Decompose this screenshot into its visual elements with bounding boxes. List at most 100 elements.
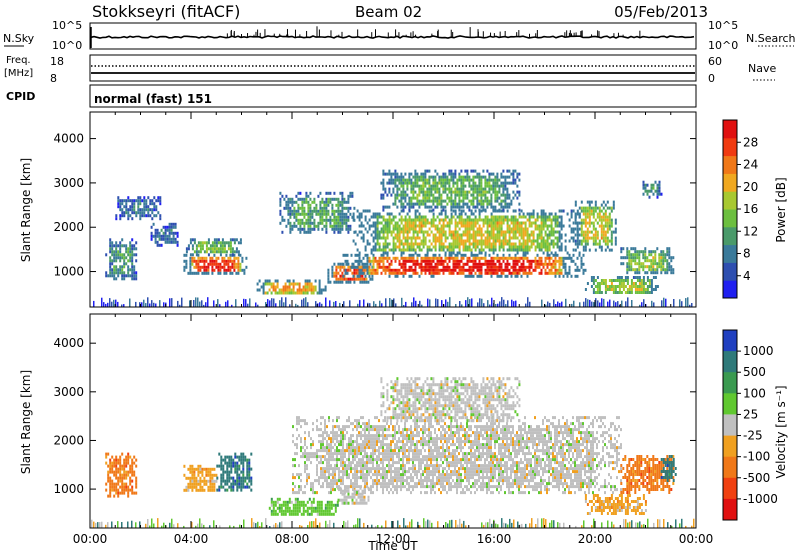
data-cell xyxy=(522,233,525,237)
data-cell xyxy=(450,205,453,209)
data-cell xyxy=(510,245,513,249)
data-cell xyxy=(392,181,395,185)
data-cell xyxy=(448,224,451,228)
data-cell xyxy=(564,262,567,266)
data-cell xyxy=(544,230,547,234)
data-cell xyxy=(406,236,409,240)
data-cell xyxy=(426,181,429,185)
data-cell xyxy=(290,509,293,513)
data-cell xyxy=(440,242,443,246)
data-cell xyxy=(307,230,310,234)
data-cell xyxy=(203,262,206,266)
data-cell xyxy=(494,181,497,185)
clutter-cell xyxy=(571,303,573,307)
data-cell xyxy=(176,234,179,238)
data-cell xyxy=(320,461,322,465)
data-cell xyxy=(624,276,627,279)
clutter-cell xyxy=(273,298,275,307)
colorbar-swatch xyxy=(723,262,737,281)
data-cell xyxy=(402,259,405,263)
data-cell xyxy=(434,242,437,246)
data-cell xyxy=(542,218,545,222)
data-cell xyxy=(660,192,663,196)
data-cell xyxy=(193,238,196,242)
data-cell xyxy=(147,205,150,209)
data-cell xyxy=(430,190,433,194)
data-cell xyxy=(446,193,449,197)
data-cell xyxy=(322,476,324,480)
data-cell xyxy=(616,276,619,279)
data-cell xyxy=(504,178,507,182)
data-cell xyxy=(133,202,136,206)
data-cell xyxy=(604,279,607,282)
data-cell xyxy=(524,215,527,219)
data-cell xyxy=(500,193,503,197)
data-cell xyxy=(327,274,330,278)
data-cell xyxy=(470,218,473,222)
data-cell xyxy=(320,288,323,292)
y-tick-label: 2000 xyxy=(53,220,84,234)
data-cell xyxy=(474,184,477,188)
data-cell xyxy=(642,288,645,291)
data-cell xyxy=(512,178,515,182)
data-cell xyxy=(444,215,447,219)
data-cell xyxy=(113,458,116,462)
data-cell xyxy=(327,271,330,275)
data-cell xyxy=(434,253,437,257)
data-cell xyxy=(460,190,463,194)
data-cell xyxy=(518,256,521,260)
clutter-cell xyxy=(201,300,203,307)
data-cell xyxy=(592,279,595,282)
data-cell xyxy=(644,282,647,285)
clutter-cell xyxy=(389,298,391,307)
data-cell xyxy=(162,237,165,241)
data-cell xyxy=(424,181,427,185)
data-cell xyxy=(656,247,659,251)
data-cell xyxy=(620,279,623,282)
data-cell xyxy=(304,449,306,453)
data-cell xyxy=(670,265,673,269)
data-cell xyxy=(239,253,242,257)
data-cell xyxy=(268,288,271,292)
data-cell xyxy=(656,186,659,190)
data-cell xyxy=(306,422,308,426)
data-cell xyxy=(341,227,344,231)
data-cell xyxy=(341,501,344,505)
data-cell xyxy=(408,181,411,185)
data-cell xyxy=(508,169,511,173)
data-cell xyxy=(488,218,491,222)
data-cell xyxy=(404,181,407,185)
data-cell xyxy=(628,262,631,266)
data-cell xyxy=(131,244,134,248)
data-cell xyxy=(353,501,356,505)
data-cell xyxy=(207,488,210,492)
data-cell xyxy=(349,212,352,216)
data-cell xyxy=(304,509,307,513)
data-cell xyxy=(306,458,308,462)
data-cell xyxy=(532,268,535,272)
data-cell xyxy=(420,259,423,263)
data-cell xyxy=(602,206,605,210)
data-cell xyxy=(434,169,437,173)
data-cell xyxy=(528,212,531,216)
data-cell xyxy=(127,247,130,251)
data-cell xyxy=(418,236,421,240)
data-cell xyxy=(292,458,294,462)
data-cell xyxy=(324,288,327,292)
data-cell xyxy=(448,268,451,272)
data-cell xyxy=(626,279,629,282)
data-cell xyxy=(572,227,575,231)
data-cell xyxy=(310,282,313,286)
data-cell xyxy=(664,253,667,257)
data-cell xyxy=(378,256,381,260)
data-cell xyxy=(448,187,451,191)
data-cell xyxy=(311,215,314,219)
data-cell xyxy=(558,230,561,234)
data-cell xyxy=(400,227,403,231)
data-cell xyxy=(454,224,457,228)
data-cell xyxy=(440,178,443,182)
data-cell xyxy=(291,203,294,207)
data-cell xyxy=(490,202,493,206)
data-cell xyxy=(292,491,294,495)
data-cell xyxy=(666,253,669,257)
